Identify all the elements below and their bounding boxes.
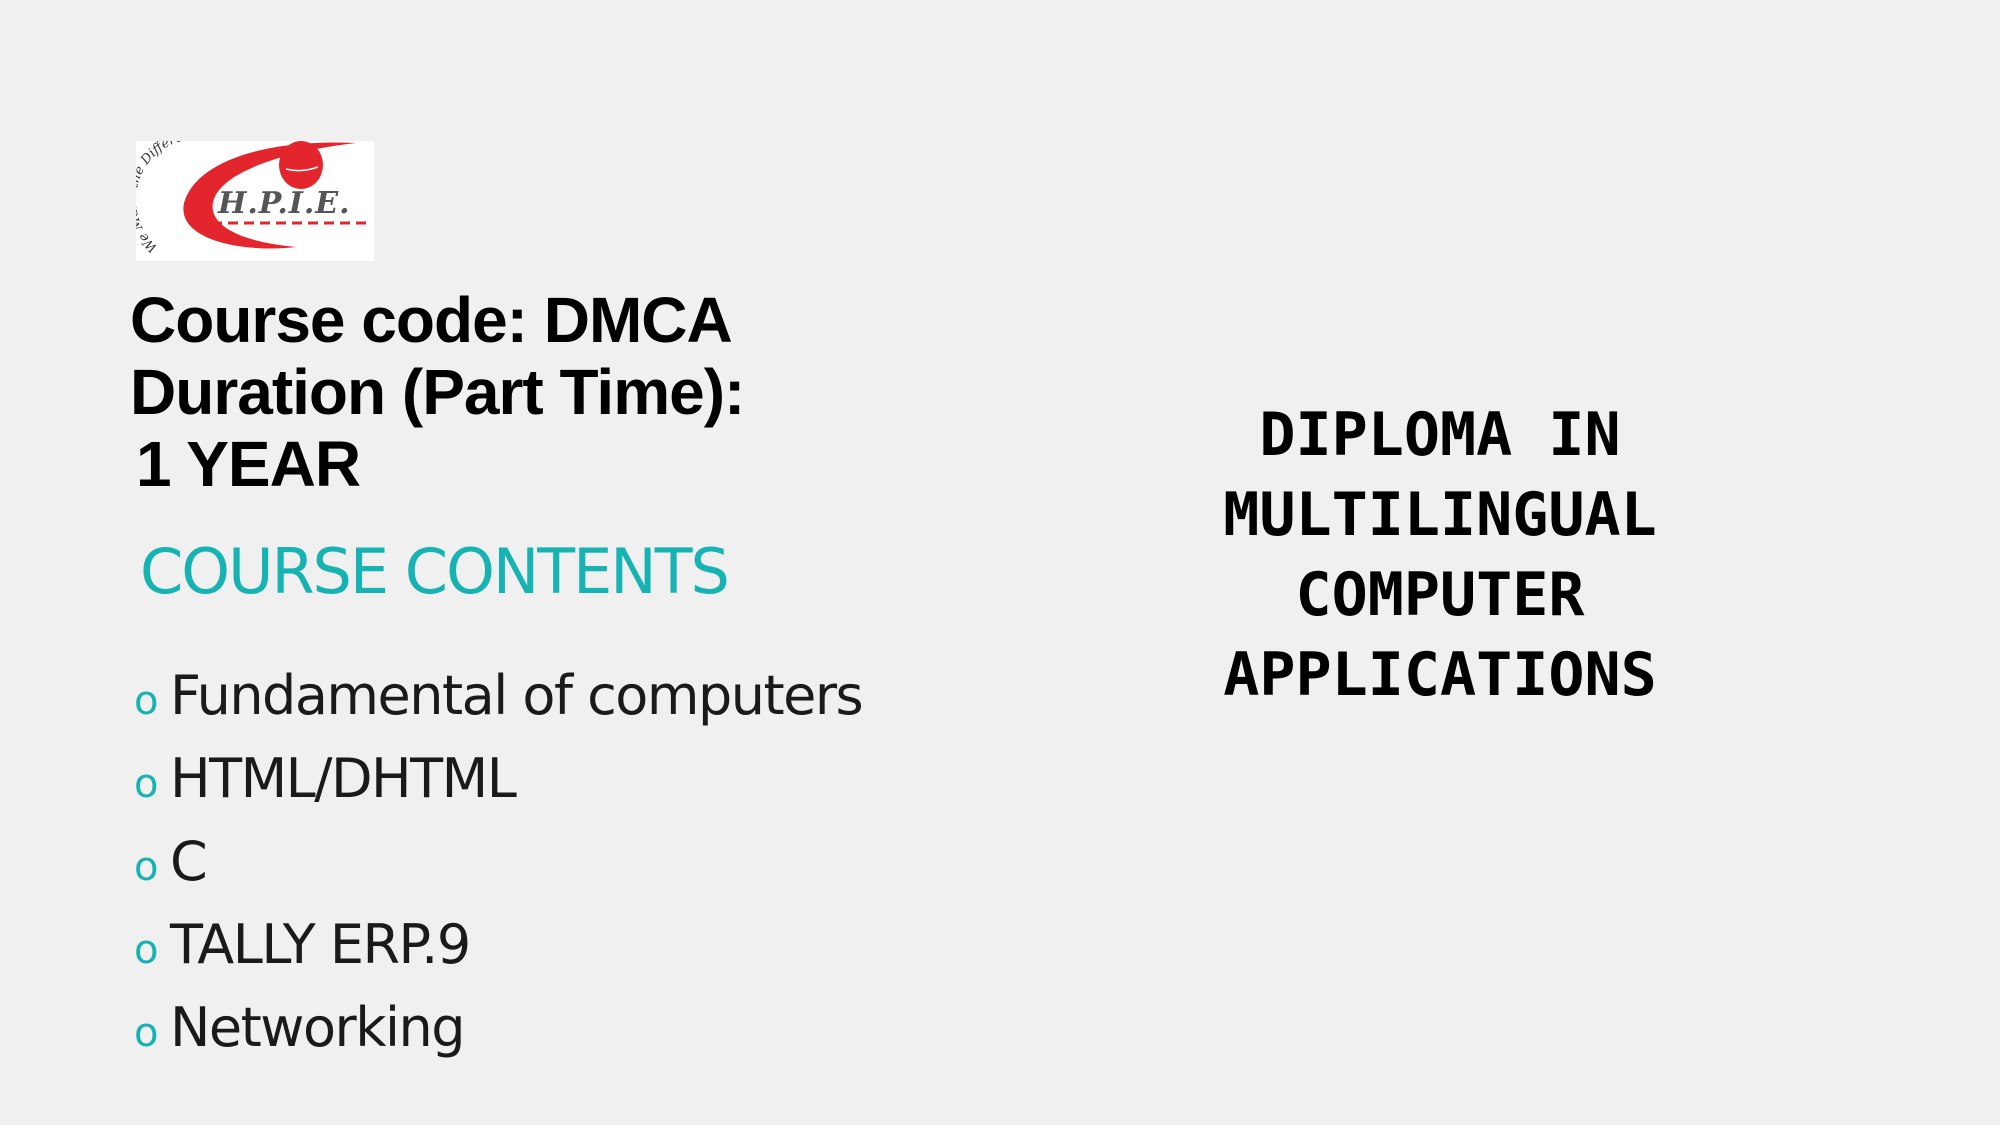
- diploma-title-line: COMPUTER: [1295, 560, 1585, 630]
- course-duration-value: 1 YEAR: [136, 428, 361, 500]
- list-item-label: Networking: [170, 996, 465, 1059]
- diploma-title: DIPLOMA IN MULTILINGUAL COMPUTER APPLICA…: [1140, 395, 1740, 715]
- course-code: Course code: DMCA: [130, 284, 733, 356]
- list-item-label: TALLY ERP.9: [170, 913, 471, 976]
- course-contents-heading: COURSE CONTENTS: [140, 535, 730, 608]
- list-item: o TALLY ERP.9: [134, 903, 862, 986]
- bullet-icon: o: [134, 678, 159, 724]
- hpie-logo: We Make the Difference H.P.I.E.: [136, 141, 374, 261]
- course-info: Course code: DMCA Duration (Part Time): …: [130, 284, 890, 500]
- bullet-icon: o: [134, 844, 159, 890]
- diploma-title-line: MULTILINGUAL: [1223, 480, 1657, 550]
- bullet-icon: o: [134, 1010, 159, 1056]
- diploma-title-line: DIPLOMA IN: [1259, 400, 1621, 470]
- list-item: o Networking: [134, 986, 862, 1069]
- list-item-label: HTML/DHTML: [170, 747, 517, 810]
- bullet-icon: o: [134, 927, 159, 973]
- list-item: o HTML/DHTML: [134, 737, 862, 820]
- diploma-title-line: APPLICATIONS: [1223, 640, 1657, 710]
- list-item-label: Fundamental of computers: [170, 664, 864, 727]
- list-item: o Fundamental of computers: [134, 654, 864, 737]
- hpie-logo-graphic: We Make the Difference H.P.I.E.: [136, 141, 374, 261]
- list-item-label: C: [170, 830, 208, 893]
- svg-text:H.P.I.E.: H.P.I.E.: [217, 186, 351, 221]
- bullet-icon: o: [134, 761, 159, 807]
- course-duration-label: Duration (Part Time):: [130, 356, 745, 428]
